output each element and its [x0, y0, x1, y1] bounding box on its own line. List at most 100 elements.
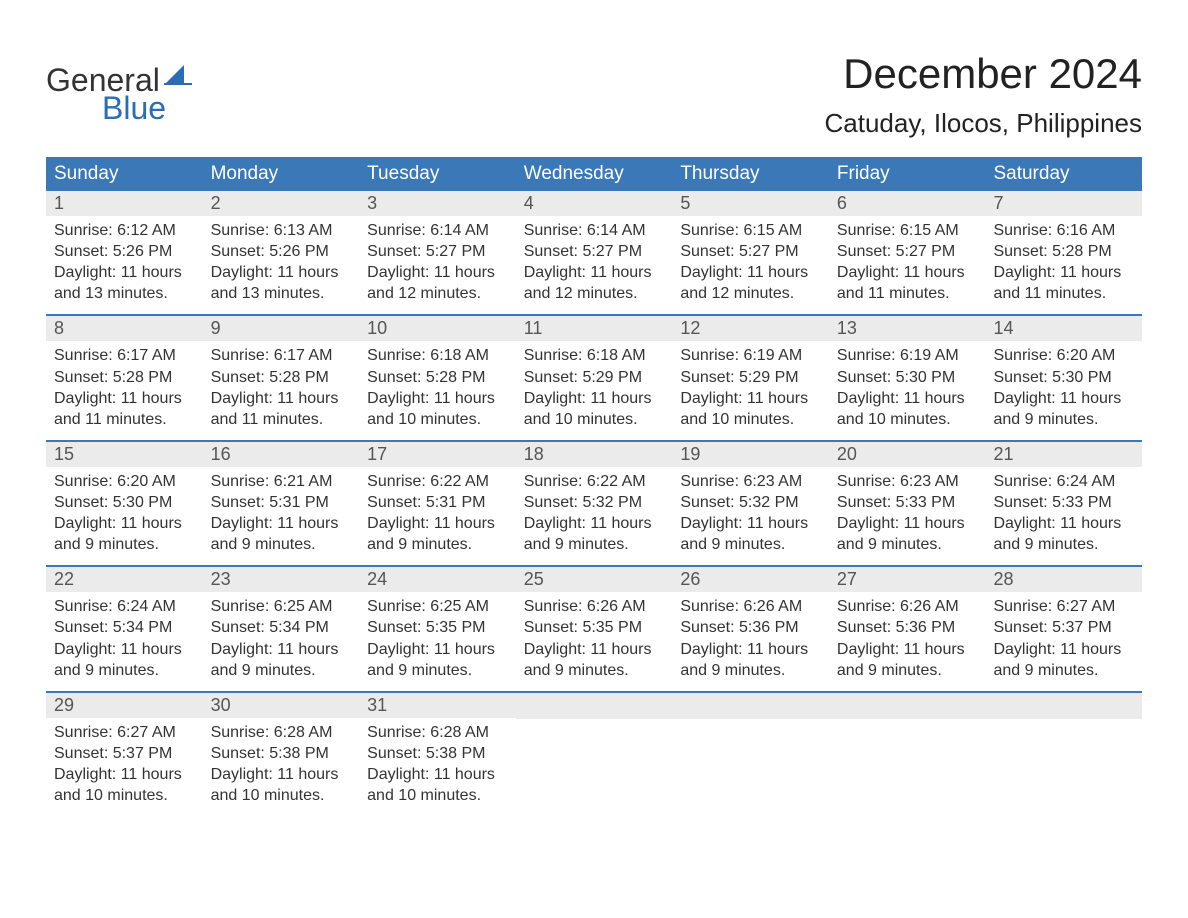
day-body: Sunrise: 6:17 AMSunset: 5:28 PMDaylight:…: [203, 341, 360, 429]
day-cell: 1Sunrise: 6:12 AMSunset: 5:26 PMDaylight…: [46, 191, 203, 314]
day-body: Sunrise: 6:20 AMSunset: 5:30 PMDaylight:…: [46, 467, 203, 555]
weekday-sunday: Sunday: [46, 157, 203, 191]
day-number: [985, 693, 1142, 719]
sunrise-line: Sunrise: 6:15 AM: [680, 220, 821, 241]
daylight-line: Daylight: 11 hours and 12 minutes.: [680, 262, 821, 304]
day-number: 25: [516, 567, 673, 592]
location: Catuday, Ilocos, Philippines: [825, 108, 1142, 139]
sunrise-line: Sunrise: 6:16 AM: [993, 220, 1134, 241]
daylight-line: Daylight: 11 hours and 13 minutes.: [54, 262, 195, 304]
daylight-line: Daylight: 11 hours and 9 minutes.: [54, 639, 195, 681]
day-body: Sunrise: 6:18 AMSunset: 5:28 PMDaylight:…: [359, 341, 516, 429]
day-body: Sunrise: 6:23 AMSunset: 5:33 PMDaylight:…: [829, 467, 986, 555]
daylight-line: Daylight: 11 hours and 9 minutes.: [993, 388, 1134, 430]
day-number: 1: [46, 191, 203, 216]
sunrise-line: Sunrise: 6:22 AM: [367, 471, 508, 492]
day-cell: 24Sunrise: 6:25 AMSunset: 5:35 PMDayligh…: [359, 567, 516, 690]
sunrise-line: Sunrise: 6:27 AM: [54, 722, 195, 743]
day-body: Sunrise: 6:27 AMSunset: 5:37 PMDaylight:…: [46, 718, 203, 806]
sunset-line: Sunset: 5:30 PM: [54, 492, 195, 513]
daylight-line: Daylight: 11 hours and 13 minutes.: [211, 262, 352, 304]
day-body: Sunrise: 6:26 AMSunset: 5:36 PMDaylight:…: [672, 592, 829, 680]
sunrise-line: Sunrise: 6:25 AM: [367, 596, 508, 617]
sunset-line: Sunset: 5:35 PM: [524, 617, 665, 638]
header: General Blue December 2024 Catuday, Iloc…: [46, 50, 1142, 139]
day-body: Sunrise: 6:21 AMSunset: 5:31 PMDaylight:…: [203, 467, 360, 555]
sunset-line: Sunset: 5:34 PM: [211, 617, 352, 638]
day-number: 6: [829, 191, 986, 216]
day-number: 26: [672, 567, 829, 592]
day-number: 22: [46, 567, 203, 592]
day-body: Sunrise: 6:16 AMSunset: 5:28 PMDaylight:…: [985, 216, 1142, 304]
day-body: Sunrise: 6:22 AMSunset: 5:31 PMDaylight:…: [359, 467, 516, 555]
daylight-line: Daylight: 11 hours and 9 minutes.: [680, 513, 821, 555]
day-cell: 28Sunrise: 6:27 AMSunset: 5:37 PMDayligh…: [985, 567, 1142, 690]
logo: General Blue: [46, 50, 192, 124]
sunrise-line: Sunrise: 6:27 AM: [993, 596, 1134, 617]
day-cell: 13Sunrise: 6:19 AMSunset: 5:30 PMDayligh…: [829, 316, 986, 439]
day-cell: 21Sunrise: 6:24 AMSunset: 5:33 PMDayligh…: [985, 442, 1142, 565]
sunrise-line: Sunrise: 6:22 AM: [524, 471, 665, 492]
day-cell: 30Sunrise: 6:28 AMSunset: 5:38 PMDayligh…: [203, 693, 360, 816]
day-body: [516, 719, 673, 723]
day-cell: 31Sunrise: 6:28 AMSunset: 5:38 PMDayligh…: [359, 693, 516, 816]
day-number: 5: [672, 191, 829, 216]
sunset-line: Sunset: 5:27 PM: [367, 241, 508, 262]
day-body: [829, 719, 986, 723]
daylight-line: Daylight: 11 hours and 9 minutes.: [524, 639, 665, 681]
daylight-line: Daylight: 11 hours and 10 minutes.: [680, 388, 821, 430]
day-body: Sunrise: 6:19 AMSunset: 5:29 PMDaylight:…: [672, 341, 829, 429]
daylight-line: Daylight: 11 hours and 9 minutes.: [837, 639, 978, 681]
sunrise-line: Sunrise: 6:26 AM: [680, 596, 821, 617]
day-body: [672, 719, 829, 723]
sunset-line: Sunset: 5:26 PM: [54, 241, 195, 262]
day-number: 31: [359, 693, 516, 718]
day-number: 21: [985, 442, 1142, 467]
sunset-line: Sunset: 5:28 PM: [993, 241, 1134, 262]
day-number: 19: [672, 442, 829, 467]
sunset-line: Sunset: 5:38 PM: [367, 743, 508, 764]
sunrise-line: Sunrise: 6:23 AM: [680, 471, 821, 492]
sunset-line: Sunset: 5:28 PM: [367, 367, 508, 388]
day-cell: 8Sunrise: 6:17 AMSunset: 5:28 PMDaylight…: [46, 316, 203, 439]
day-cell: 6Sunrise: 6:15 AMSunset: 5:27 PMDaylight…: [829, 191, 986, 314]
day-cell: 18Sunrise: 6:22 AMSunset: 5:32 PMDayligh…: [516, 442, 673, 565]
daylight-line: Daylight: 11 hours and 9 minutes.: [524, 513, 665, 555]
day-number: 15: [46, 442, 203, 467]
day-body: Sunrise: 6:18 AMSunset: 5:29 PMDaylight:…: [516, 341, 673, 429]
sunset-line: Sunset: 5:28 PM: [211, 367, 352, 388]
day-body: Sunrise: 6:24 AMSunset: 5:34 PMDaylight:…: [46, 592, 203, 680]
calendar: SundayMondayTuesdayWednesdayThursdayFrid…: [46, 157, 1142, 816]
weekday-tuesday: Tuesday: [359, 157, 516, 191]
week-row: 29Sunrise: 6:27 AMSunset: 5:37 PMDayligh…: [46, 691, 1142, 816]
sunrise-line: Sunrise: 6:21 AM: [211, 471, 352, 492]
day-number: 18: [516, 442, 673, 467]
day-cell: 3Sunrise: 6:14 AMSunset: 5:27 PMDaylight…: [359, 191, 516, 314]
day-number: 3: [359, 191, 516, 216]
day-cell: [985, 693, 1142, 816]
sunrise-line: Sunrise: 6:17 AM: [54, 345, 195, 366]
day-number: 8: [46, 316, 203, 341]
sunrise-line: Sunrise: 6:24 AM: [54, 596, 195, 617]
day-cell: 11Sunrise: 6:18 AMSunset: 5:29 PMDayligh…: [516, 316, 673, 439]
weekday-thursday: Thursday: [672, 157, 829, 191]
sunrise-line: Sunrise: 6:18 AM: [367, 345, 508, 366]
day-cell: 29Sunrise: 6:27 AMSunset: 5:37 PMDayligh…: [46, 693, 203, 816]
day-cell: 10Sunrise: 6:18 AMSunset: 5:28 PMDayligh…: [359, 316, 516, 439]
sunrise-line: Sunrise: 6:20 AM: [54, 471, 195, 492]
day-number: 13: [829, 316, 986, 341]
day-number: 10: [359, 316, 516, 341]
day-body: Sunrise: 6:25 AMSunset: 5:34 PMDaylight:…: [203, 592, 360, 680]
day-cell: 12Sunrise: 6:19 AMSunset: 5:29 PMDayligh…: [672, 316, 829, 439]
day-number: 7: [985, 191, 1142, 216]
day-number: 24: [359, 567, 516, 592]
day-cell: 26Sunrise: 6:26 AMSunset: 5:36 PMDayligh…: [672, 567, 829, 690]
sunset-line: Sunset: 5:36 PM: [837, 617, 978, 638]
day-body: Sunrise: 6:19 AMSunset: 5:30 PMDaylight:…: [829, 341, 986, 429]
day-cell: 25Sunrise: 6:26 AMSunset: 5:35 PMDayligh…: [516, 567, 673, 690]
day-body: Sunrise: 6:28 AMSunset: 5:38 PMDaylight:…: [359, 718, 516, 806]
day-body: Sunrise: 6:15 AMSunset: 5:27 PMDaylight:…: [829, 216, 986, 304]
day-number: [516, 693, 673, 719]
day-number: [829, 693, 986, 719]
weekday-wednesday: Wednesday: [516, 157, 673, 191]
